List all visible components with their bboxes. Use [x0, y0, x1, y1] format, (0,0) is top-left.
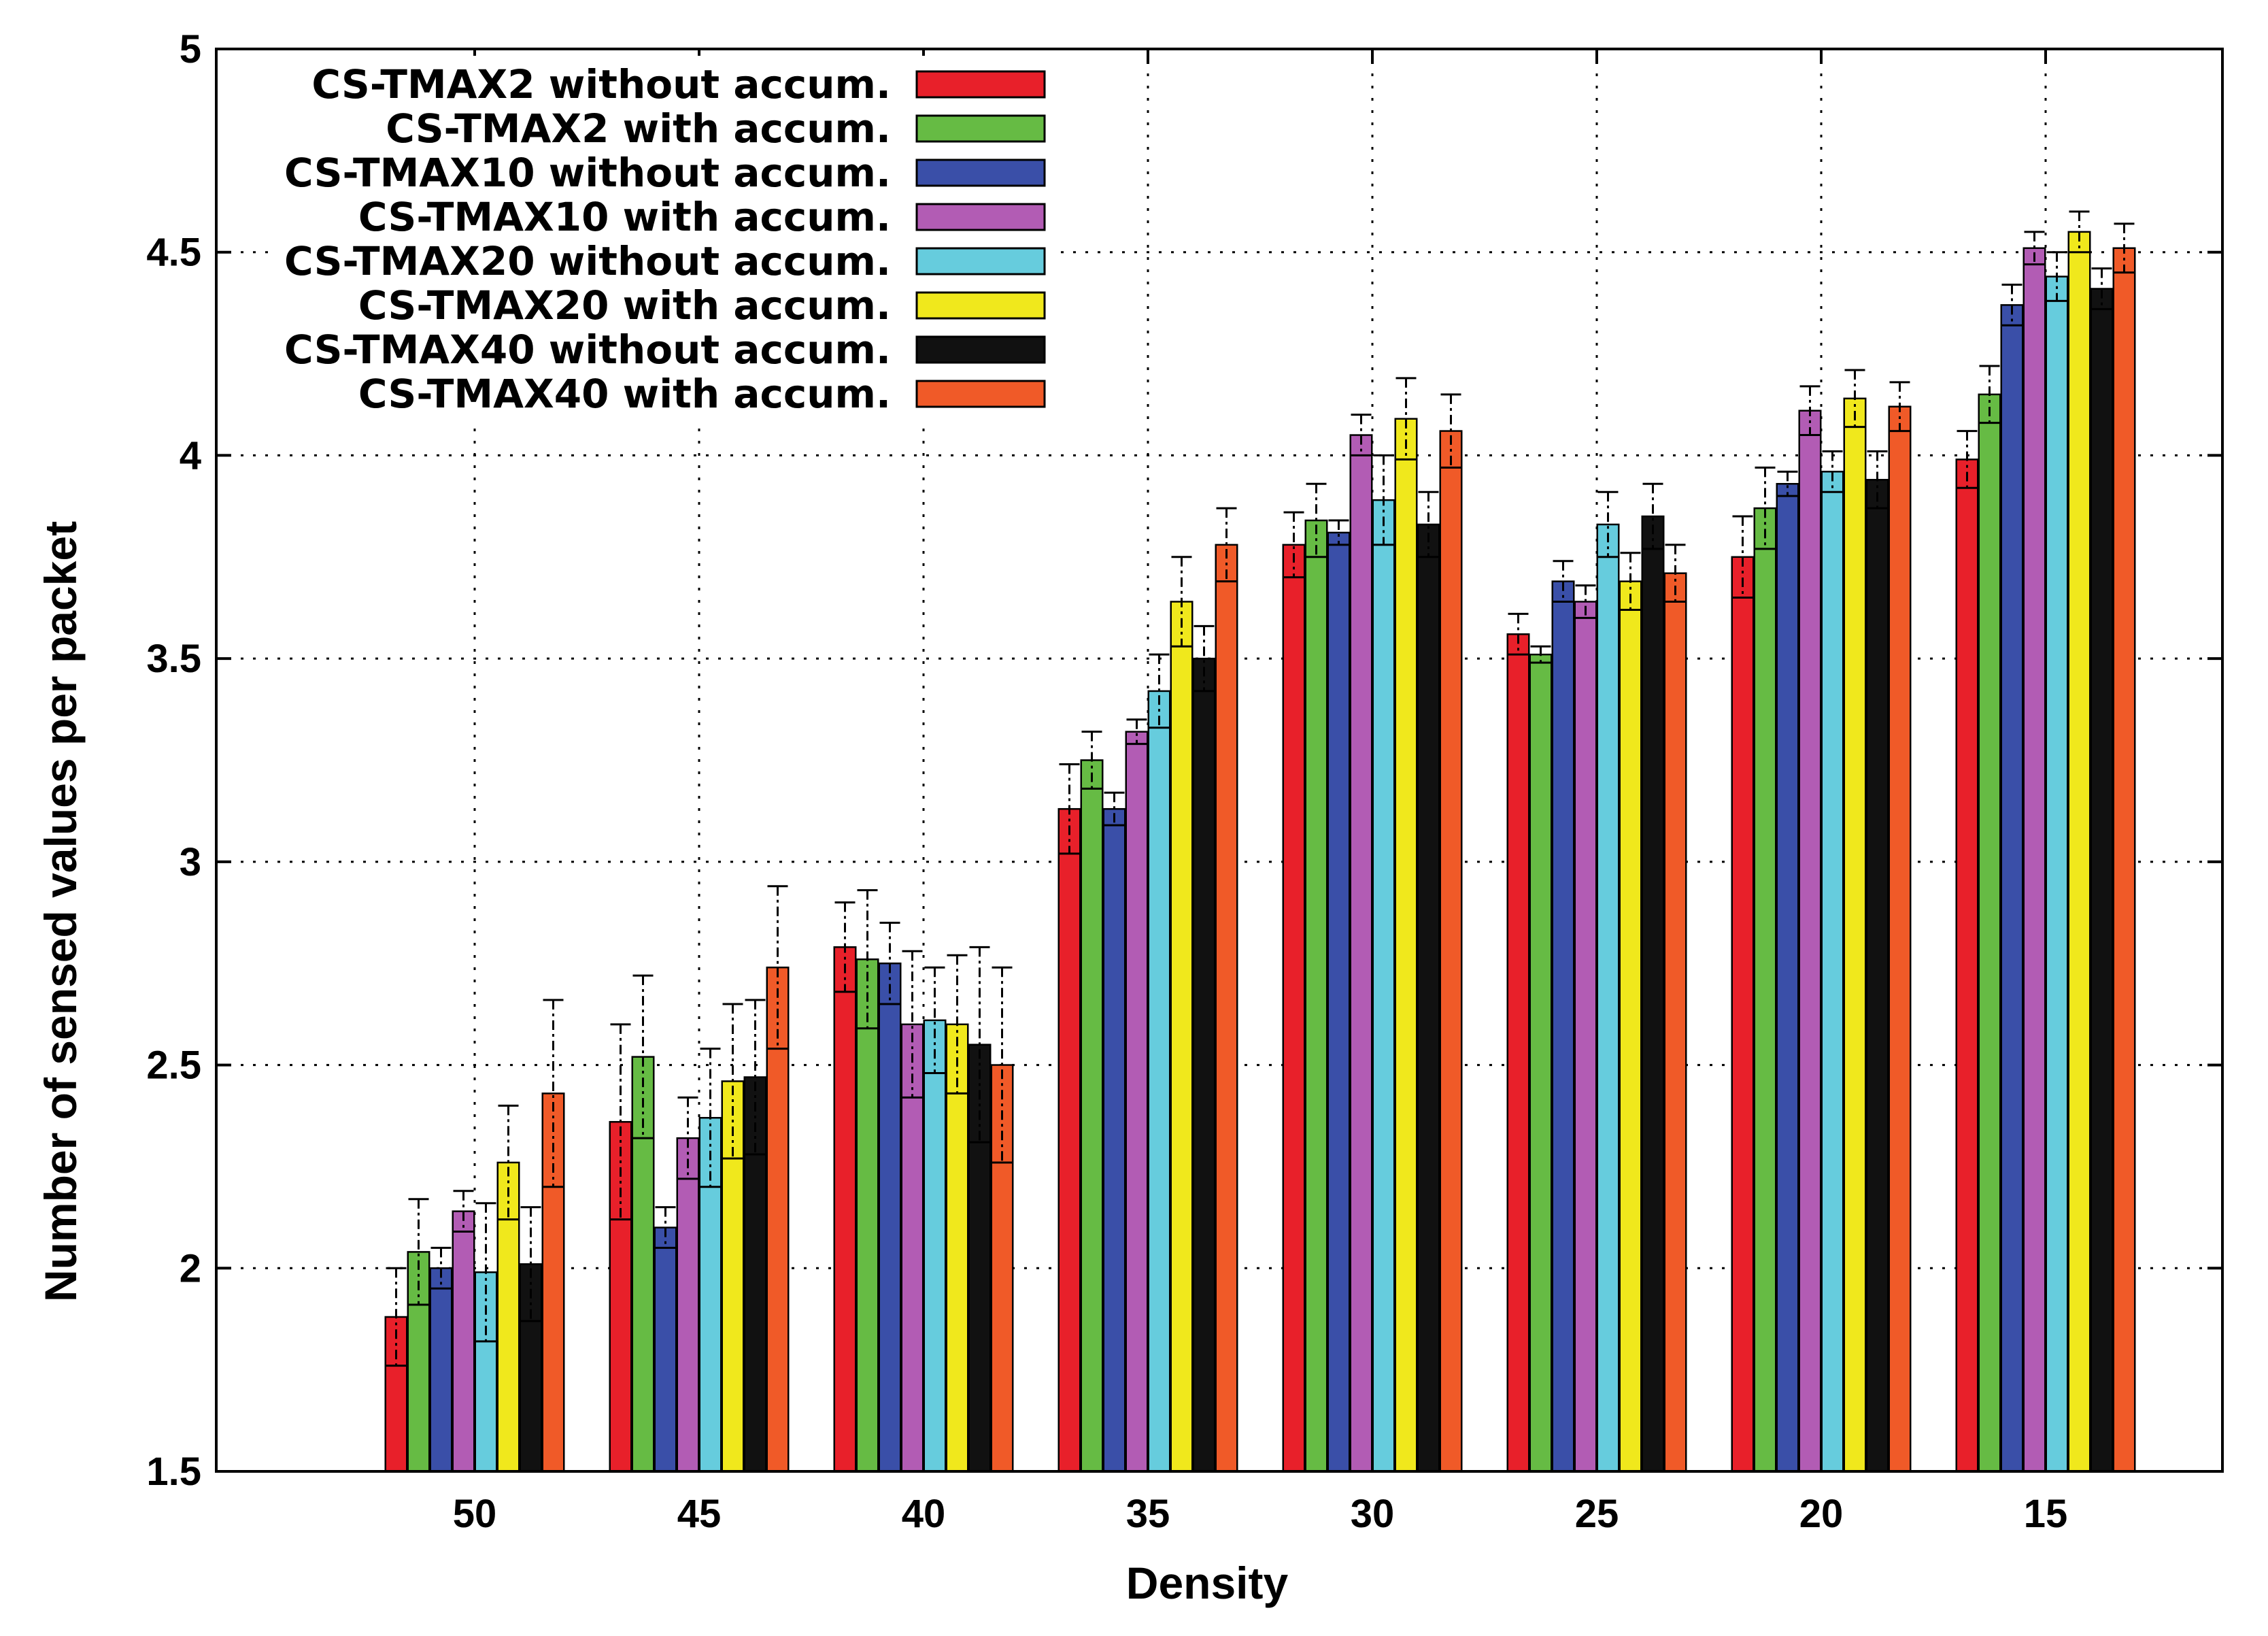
bar: [1349, 434, 1373, 1473]
legend-swatch: [915, 380, 1046, 408]
bar: [1394, 418, 1418, 1473]
legend-swatch: [915, 70, 1046, 99]
bar: [1125, 731, 1149, 1473]
y-axis-title: Number of sensed values per packet: [35, 521, 86, 1302]
bar: [2045, 276, 2069, 1473]
y-tick-label: 3: [180, 840, 201, 884]
bar: [2067, 231, 2091, 1473]
bar: [856, 958, 879, 1473]
legend-label: CS-TMAX20 without accum.: [284, 238, 891, 284]
legend-swatch: [915, 247, 1046, 276]
bar: [1955, 458, 1979, 1473]
x-tick-label: 35: [1126, 1492, 1170, 1536]
legend-swatch: [915, 203, 1046, 231]
bar: [1596, 523, 1620, 1473]
x-tick-label: 20: [1799, 1492, 1844, 1536]
bar: [2090, 288, 2114, 1473]
bar: [654, 1226, 677, 1473]
legend-label: CS-TMAX2 with accum.: [386, 105, 891, 152]
y-tick-label: 2: [180, 1246, 201, 1290]
bar: [1978, 393, 2001, 1473]
x-tick-label: 45: [677, 1492, 722, 1536]
bar: [429, 1267, 453, 1473]
bar: [1731, 556, 1755, 1473]
bar: [541, 1092, 565, 1473]
x-tick-label: 40: [902, 1492, 946, 1536]
legend: CS-TMAX2 without accum.CS-TMAX2 with acc…: [272, 56, 1061, 427]
bar: [2022, 247, 2046, 1473]
y-tick-label: 1.5: [146, 1450, 201, 1494]
bar: [2112, 247, 2136, 1473]
bar: [1282, 544, 1306, 1473]
bar: [923, 1019, 947, 1473]
bar: [698, 1116, 722, 1473]
bar: [766, 966, 790, 1473]
legend-label: CS-TMAX40 without accum.: [284, 327, 891, 373]
legend-label: CS-TMAX40 with accum.: [358, 371, 891, 417]
y-axis-ticks: 1.5 2 2.5 3 3.5 4 4.5 5: [146, 27, 2222, 1494]
bar: [1304, 519, 1328, 1473]
bar: [1888, 405, 1912, 1473]
y-tick-label: 2.5: [146, 1044, 201, 1088]
bar: [1147, 690, 1171, 1473]
bar: [1327, 531, 1351, 1473]
x-tick-label: 30: [1351, 1492, 1395, 1536]
bar: [474, 1271, 498, 1473]
bar: [1865, 479, 1889, 1473]
legend-swatch: [915, 114, 1046, 143]
bar: [1551, 580, 1575, 1473]
y-tick-label: 4: [180, 433, 201, 478]
bar: [833, 946, 857, 1473]
bar: [1641, 515, 1665, 1473]
legend-label: CS-TMAX10 with accum.: [358, 194, 891, 240]
x-tick-label: 15: [2024, 1492, 2068, 1536]
bar: [1529, 653, 1553, 1473]
bar: [1192, 657, 1216, 1473]
y-tick-label: 4.5: [146, 231, 201, 275]
x-axis-ticks: 50 45 40 35 30 25 20 15: [453, 49, 2068, 1536]
x-axis-title: Density: [1126, 1558, 1289, 1608]
bar: [1057, 807, 1081, 1473]
bar: [2000, 304, 2024, 1473]
bar: [452, 1210, 475, 1473]
x-tick-label: 25: [1575, 1492, 1619, 1536]
legend-swatch: [915, 291, 1046, 320]
error-bars: [386, 210, 2135, 1367]
legend-label: CS-TMAX2 without accum.: [311, 61, 891, 107]
bar: [1372, 499, 1395, 1473]
bar: [1170, 601, 1194, 1473]
bar: [1798, 410, 1822, 1473]
bar: [676, 1137, 700, 1473]
bars: [384, 231, 2136, 1473]
bar: [878, 962, 902, 1473]
bar: [1080, 759, 1104, 1473]
bar: [1417, 523, 1440, 1473]
legend-label: CS-TMAX20 with accum.: [358, 282, 891, 329]
legend-swatch: [915, 158, 1046, 187]
bar: [1776, 482, 1799, 1473]
bar: [1843, 397, 1867, 1473]
bar: [1506, 633, 1530, 1473]
bar: [968, 1044, 992, 1473]
bar: [1821, 471, 1844, 1473]
legend-swatch: [915, 335, 1046, 364]
bar: [1439, 430, 1463, 1473]
y-tick-label: 3.5: [146, 637, 201, 681]
bar: [384, 1316, 408, 1473]
bar: [1619, 580, 1642, 1473]
bar: [721, 1080, 745, 1473]
bar: [1663, 572, 1687, 1473]
bar: [900, 1023, 924, 1473]
bar: [945, 1023, 969, 1473]
y-tick-label: 5: [180, 27, 201, 71]
x-tick-label: 50: [453, 1492, 497, 1536]
bar: [1102, 807, 1126, 1473]
bar: [1215, 544, 1238, 1473]
plot-frame: [215, 48, 2224, 1473]
bar: [1753, 507, 1777, 1473]
legend-label: CS-TMAX10 without accum.: [284, 150, 891, 196]
bar: [1574, 601, 1597, 1473]
